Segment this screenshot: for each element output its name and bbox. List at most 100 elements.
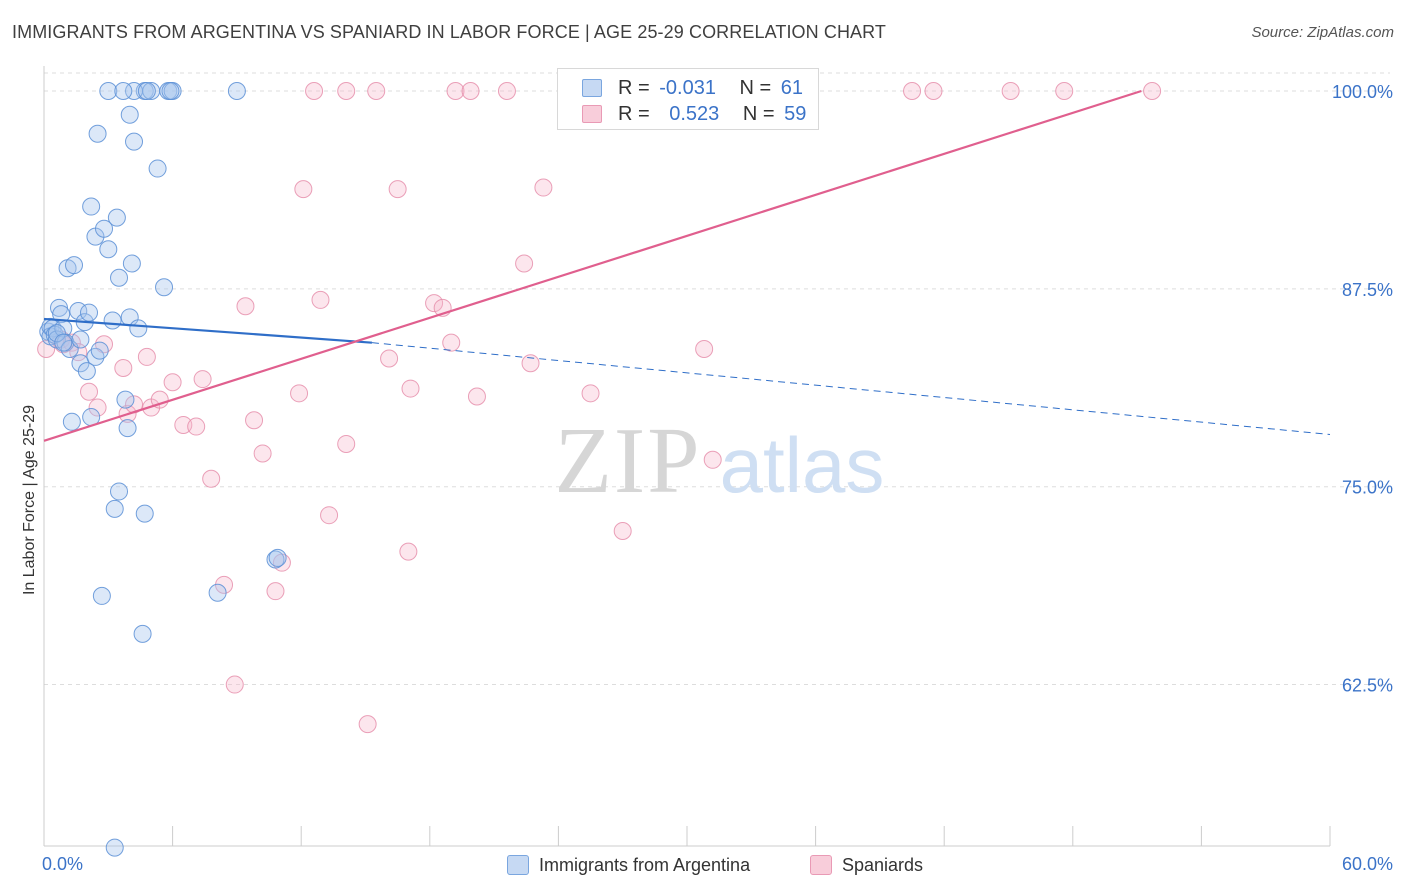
spaniards-point — [253, 444, 272, 463]
spaniards-point — [515, 254, 534, 273]
spaniards-point — [924, 81, 943, 100]
spaniards-point — [337, 81, 356, 100]
spaniards-point — [358, 715, 377, 734]
argentina-point — [118, 419, 137, 438]
argentina-point — [208, 583, 227, 602]
spaniards-point — [80, 382, 99, 401]
spaniards-point — [88, 398, 107, 417]
spaniards-point — [174, 415, 193, 434]
spaniards-point — [613, 522, 632, 541]
argentina-point — [65, 256, 84, 275]
spaniards-point — [290, 384, 309, 403]
y-tick-label: 87.5% — [1342, 280, 1393, 300]
spaniards-point — [187, 417, 206, 436]
watermark-atlas: atlas — [720, 421, 885, 509]
y-tick-label: 100.0% — [1332, 82, 1393, 102]
argentina-point — [80, 303, 99, 322]
argentina-point — [110, 482, 129, 501]
legend-r-value: -0.031 — [659, 77, 716, 99]
spaniards-point — [521, 354, 540, 373]
argentina-point — [54, 333, 73, 352]
trend-lines — [43, 89, 1331, 442]
spaniards-point — [534, 178, 553, 197]
argentina-point — [133, 624, 152, 643]
bottom-legend: Immigrants from Argentina Spaniards — [0, 851, 1406, 881]
spaniards-point — [294, 180, 313, 199]
spaniards-point — [266, 582, 285, 601]
legend-r-value: 0.523 — [669, 103, 720, 125]
y-tick-label: 62.5% — [1342, 676, 1393, 696]
legend-r-label: R = — [618, 103, 650, 125]
spaniards-point — [225, 675, 244, 694]
spaniards-point — [305, 81, 324, 100]
argentina-point — [99, 81, 118, 100]
argentina-point — [125, 132, 144, 151]
spaniards-point — [163, 373, 182, 392]
spaniards-point — [150, 390, 169, 409]
argentina-point — [90, 341, 109, 360]
spaniards-point — [311, 290, 330, 309]
argentina-point — [137, 81, 156, 100]
legend-n-value: 61 — [780, 77, 804, 99]
argentina-point — [122, 254, 141, 273]
argentina-point — [116, 390, 135, 409]
spaniards-point — [703, 450, 722, 469]
argentina-trend-line — [43, 317, 373, 344]
spaniards-point — [442, 333, 461, 352]
legend-n-label: N = — [742, 103, 775, 125]
spaniards-point — [461, 81, 480, 100]
spaniards-point — [137, 347, 156, 366]
spaniards-point — [695, 339, 714, 358]
argentina-point — [103, 311, 122, 330]
legend-swatch-pink — [582, 105, 602, 123]
argentina-point — [105, 499, 124, 518]
spaniards-point — [1055, 81, 1074, 100]
bottom-legend-swatch-pink — [810, 855, 832, 875]
spaniards-point — [320, 506, 339, 525]
source-credit: Source: ZipAtlas.com — [1251, 24, 1394, 41]
spaniards-point — [446, 81, 465, 100]
y-axis-label: In Labor Force | Age 25-29 — [21, 404, 38, 596]
spaniards-point — [337, 434, 356, 453]
argentina-point — [268, 548, 287, 567]
argentina-point — [161, 81, 180, 100]
argentina-point — [95, 219, 114, 238]
legend-swatch-blue — [582, 79, 602, 97]
argentina-points — [39, 81, 287, 857]
spaniards-point — [202, 469, 221, 488]
legend-n-label: N = — [739, 77, 772, 99]
spaniards-point — [903, 81, 922, 100]
argentina-point — [52, 305, 71, 324]
spaniards-point — [399, 542, 418, 561]
bottom-legend-label-spaniards: Spaniards — [842, 855, 924, 875]
argentina-trend-extension — [371, 342, 1331, 435]
x-tick-label-max: 60.0% — [1342, 854, 1393, 874]
argentina-point — [71, 330, 90, 349]
spaniards-trend-line — [43, 89, 1142, 442]
spaniards-point — [401, 379, 420, 398]
legend-n-value: 59 — [784, 103, 807, 125]
spaniards-point — [1001, 81, 1020, 100]
argentina-point — [125, 81, 144, 100]
bottom-legend-label-argentina: Immigrants from Argentina — [539, 855, 751, 875]
legend-r-label: R = — [618, 77, 650, 99]
gridlines — [44, 72, 1390, 686]
argentina-point — [110, 268, 129, 287]
watermark: ZIP atlas — [555, 409, 885, 513]
y-tick-label: 75.0% — [1342, 478, 1393, 498]
spaniards-point — [388, 180, 407, 199]
axes — [43, 66, 1331, 847]
spaniards-point — [236, 297, 255, 316]
argentina-point — [105, 838, 124, 857]
spaniards-point — [425, 294, 444, 313]
legend-box: R = -0.031 N = 61 R = 0.523 N = 59 — [557, 68, 819, 130]
argentina-point — [88, 124, 107, 143]
argentina-point — [82, 197, 101, 216]
spaniards-point — [114, 358, 133, 377]
spaniards-point — [367, 81, 386, 100]
argentina-point — [129, 319, 148, 338]
argentina-point — [148, 159, 167, 178]
x-tick-label-min: 0.0% — [42, 854, 83, 874]
spaniards-point — [245, 411, 264, 430]
spaniards-point — [380, 349, 399, 368]
